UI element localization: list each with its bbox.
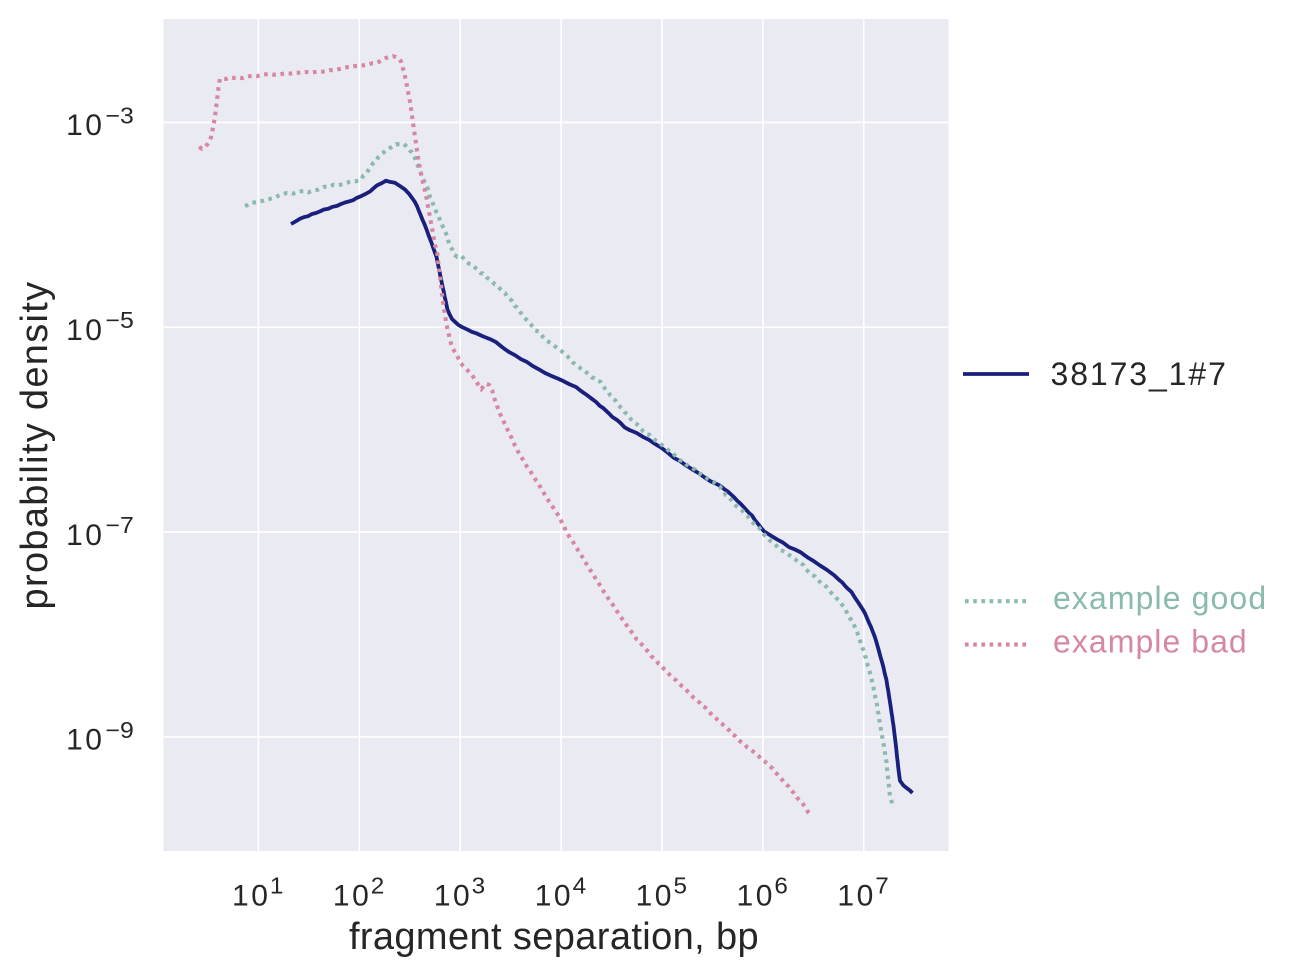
svg-text:6: 6	[774, 873, 788, 899]
svg-text:10: 10	[66, 314, 104, 347]
svg-text:10: 10	[837, 880, 875, 913]
svg-text:10: 10	[66, 724, 104, 757]
svg-text:10: 10	[636, 880, 674, 913]
svg-text:10: 10	[66, 109, 104, 142]
svg-text:−3: −3	[106, 102, 134, 128]
svg-text:2: 2	[371, 873, 385, 899]
svg-text:7: 7	[875, 873, 889, 899]
svg-text:probability density: probability density	[14, 281, 56, 610]
svg-text:10: 10	[535, 880, 573, 913]
svg-text:example good: example good	[1053, 580, 1267, 616]
svg-text:−7: −7	[106, 512, 134, 538]
svg-text:4: 4	[573, 873, 587, 899]
svg-text:3: 3	[472, 873, 486, 899]
svg-text:1: 1	[270, 873, 284, 899]
svg-text:10: 10	[232, 880, 270, 913]
svg-text:10: 10	[333, 880, 371, 913]
svg-text:10: 10	[737, 880, 775, 913]
svg-text:−5: −5	[106, 307, 134, 333]
svg-text:10: 10	[434, 880, 472, 913]
svg-text:fragment separation, bp: fragment separation, bp	[349, 916, 759, 958]
svg-text:−9: −9	[106, 717, 134, 743]
svg-text:38173_1#7: 38173_1#7	[1051, 356, 1228, 392]
svg-text:10: 10	[66, 519, 104, 552]
svg-text:5: 5	[674, 873, 688, 899]
svg-text:example bad: example bad	[1053, 623, 1248, 659]
